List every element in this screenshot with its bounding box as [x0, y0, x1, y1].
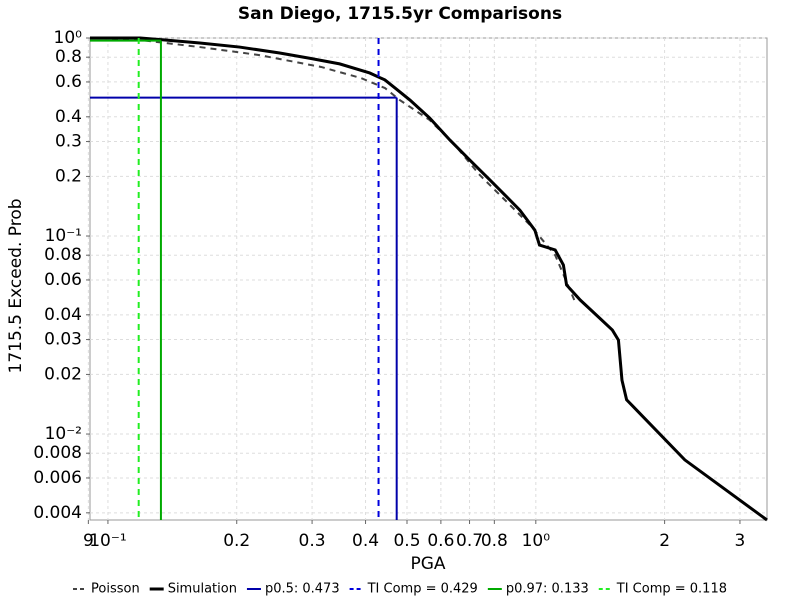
x-axis-label: PGA — [410, 554, 445, 574]
x-tick-label: 0.5 — [393, 531, 420, 551]
legend-item: TI Comp = 0.429 — [349, 582, 478, 597]
legend-label: Poisson — [91, 582, 140, 597]
y-tick-label: 0.04 — [44, 305, 82, 325]
x-tick-label: 10⁻¹ — [89, 531, 126, 551]
x-tick-label: 9 — [83, 531, 94, 551]
y-tick-label: 0.6 — [55, 72, 82, 92]
legend-item: Simulation — [149, 582, 237, 597]
legend-item: p0.5: 0.473 — [246, 582, 340, 597]
legend-item: TI Comp = 0.118 — [598, 582, 727, 597]
y-axis-label: 1715.5 Exceed. Prob — [6, 198, 26, 373]
plot-area — [89, 37, 768, 521]
legend-label: p0.97: 0.133 — [506, 582, 589, 597]
x-tick-label: 0.2 — [223, 531, 250, 551]
y-tick-label: 0.004 — [33, 503, 82, 523]
legend-item: p0.97: 0.133 — [487, 582, 589, 597]
legend-label: TI Comp = 0.118 — [616, 582, 727, 597]
y-tick-label: 0.006 — [33, 468, 82, 488]
y-tick-label: 0.2 — [55, 166, 82, 186]
legend: Poisson Simulation p0.5: 0.473 TI Comp = 0.… — [73, 582, 727, 597]
y-tick-label: 0.02 — [44, 364, 82, 384]
y-tick-label: 10⁻² — [45, 424, 82, 444]
y-tick-label: 0.03 — [44, 330, 82, 350]
x-tick-label: 2 — [659, 531, 670, 551]
x-tick-label: 3 — [735, 531, 746, 551]
x-tick-label: 0.8 — [481, 531, 508, 551]
y-tick-label: 0.8 — [55, 47, 82, 67]
y-tick-label: 10⁻¹ — [45, 226, 82, 246]
x-tick-label: 0.6 — [427, 531, 454, 551]
y-tick-label: 0.008 — [33, 443, 82, 463]
series-line — [90, 36, 768, 522]
legend-label: Simulation — [168, 582, 237, 597]
y-tick-label: 10⁰ — [54, 28, 83, 48]
x-tick-label: 0.7 — [456, 531, 483, 551]
y-tick-label: 0.06 — [44, 270, 82, 290]
x-tick-label: 0.3 — [299, 531, 326, 551]
legend-label: TI Comp = 0.429 — [367, 582, 478, 597]
legend-label: p0.5: 0.473 — [265, 582, 340, 597]
y-tick-label: 0.3 — [55, 132, 82, 152]
x-tick-label: 0.4 — [352, 531, 379, 551]
y-tick-label: 0.4 — [55, 107, 82, 127]
y-tick-label: 0.08 — [44, 245, 82, 265]
chart-title: San Diego, 1715.5yr Comparisons — [238, 4, 562, 24]
legend-item: Poisson — [73, 582, 140, 597]
series-line — [89, 37, 576, 301]
x-tick-label: 10⁰ — [522, 531, 551, 551]
